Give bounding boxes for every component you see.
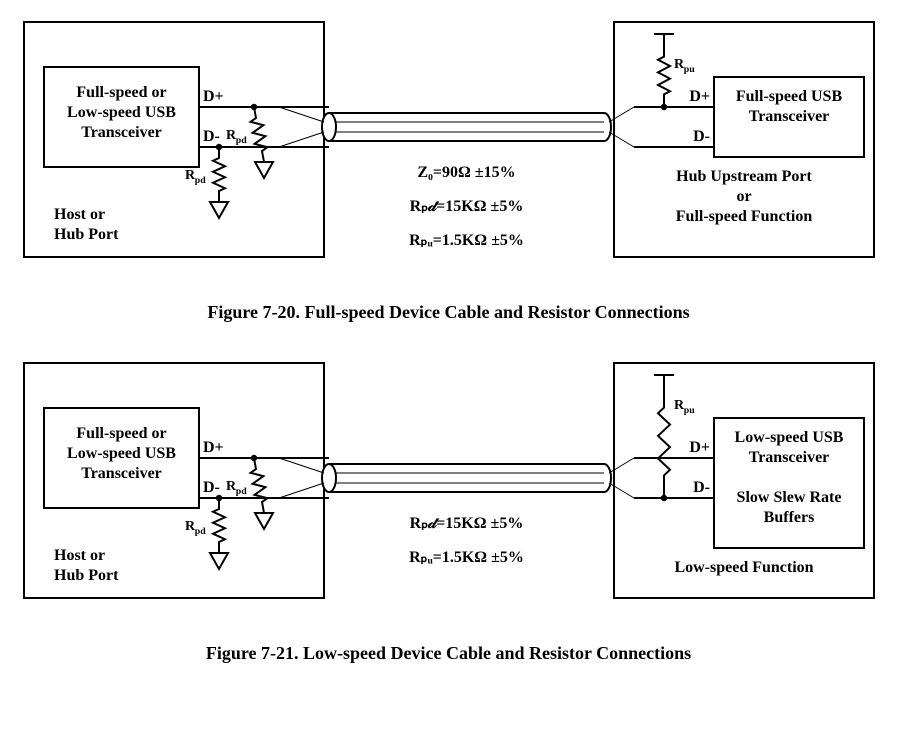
svg-text:Rₚ𝒹=15KΩ ±5%: Rₚ𝒹=15KΩ ±5%	[409, 198, 523, 215]
svg-text:Transceiver: Transceiver	[81, 465, 162, 482]
svg-text:Full-speed or: Full-speed or	[76, 425, 166, 442]
caption-fig721: Figure 7-21. Low-speed Device Cable and …	[14, 643, 884, 664]
svg-text:D-: D-	[203, 128, 220, 145]
svg-text:Z₀=90Ω ±15%: Z₀=90Ω ±15%	[417, 164, 515, 181]
figure-fig721: Full-speed or Low-speed USB Transceiver Low…	[14, 353, 884, 664]
svg-text:Full-speed or: Full-speed or	[76, 84, 166, 101]
svg-text:Hub Upstream Port: Hub Upstream Port	[676, 168, 812, 185]
svg-text:Rₚᵤ=1.5KΩ ±5%: Rₚᵤ=1.5KΩ ±5%	[409, 549, 524, 566]
svg-text:Low-speed Function: Low-speed Function	[674, 559, 813, 576]
svg-text:Low-speed USB: Low-speed USB	[734, 429, 843, 446]
svg-text:pd: pd	[235, 486, 246, 497]
svg-text:Slow Slew Rate: Slow Slew Rate	[736, 489, 841, 506]
diagram-svg: Full-speed or Low-speed USB Transceiver Ful…	[14, 12, 884, 292]
svg-text:Rₚ𝒹=15KΩ ±5%: Rₚ𝒹=15KΩ ±5%	[409, 515, 523, 532]
figure-fig720: Full-speed or Low-speed USB Transceiver Ful…	[14, 12, 884, 323]
svg-text:pd: pd	[194, 526, 205, 537]
svg-text:Low-speed USB: Low-speed USB	[67, 445, 176, 462]
svg-text:pd: pd	[235, 135, 246, 146]
svg-text:D-: D-	[203, 479, 220, 496]
svg-text:Transceiver: Transceiver	[748, 449, 829, 466]
svg-text:pu: pu	[683, 405, 694, 416]
svg-text:D-: D-	[693, 479, 710, 496]
svg-text:Full-speed USB: Full-speed USB	[735, 88, 842, 105]
svg-text:or: or	[736, 188, 751, 205]
svg-text:Hub Port: Hub Port	[54, 567, 119, 584]
svg-text:D+: D+	[689, 88, 710, 105]
svg-text:D+: D+	[203, 439, 224, 456]
svg-text:pd: pd	[194, 175, 205, 186]
svg-text:Rₚᵤ=1.5KΩ ±5%: Rₚᵤ=1.5KΩ ±5%	[409, 232, 524, 249]
svg-text:D-: D-	[693, 128, 710, 145]
svg-text:Host or: Host or	[54, 547, 105, 564]
svg-text:Transceiver: Transceiver	[748, 108, 829, 125]
svg-text:Buffers: Buffers	[763, 509, 814, 526]
svg-text:pu: pu	[683, 64, 694, 75]
svg-text:Low-speed USB: Low-speed USB	[67, 104, 176, 121]
svg-text:Host or: Host or	[54, 206, 105, 223]
diagram-svg: Full-speed or Low-speed USB Transceiver Low…	[14, 353, 884, 633]
svg-text:Hub Port: Hub Port	[54, 226, 119, 243]
svg-text:Transceiver: Transceiver	[81, 124, 162, 141]
svg-text:D+: D+	[689, 439, 710, 456]
svg-text:Full-speed Function: Full-speed Function	[675, 208, 812, 225]
caption-fig720: Figure 7-20. Full-speed Device Cable and…	[14, 302, 884, 323]
svg-text:D+: D+	[203, 88, 224, 105]
